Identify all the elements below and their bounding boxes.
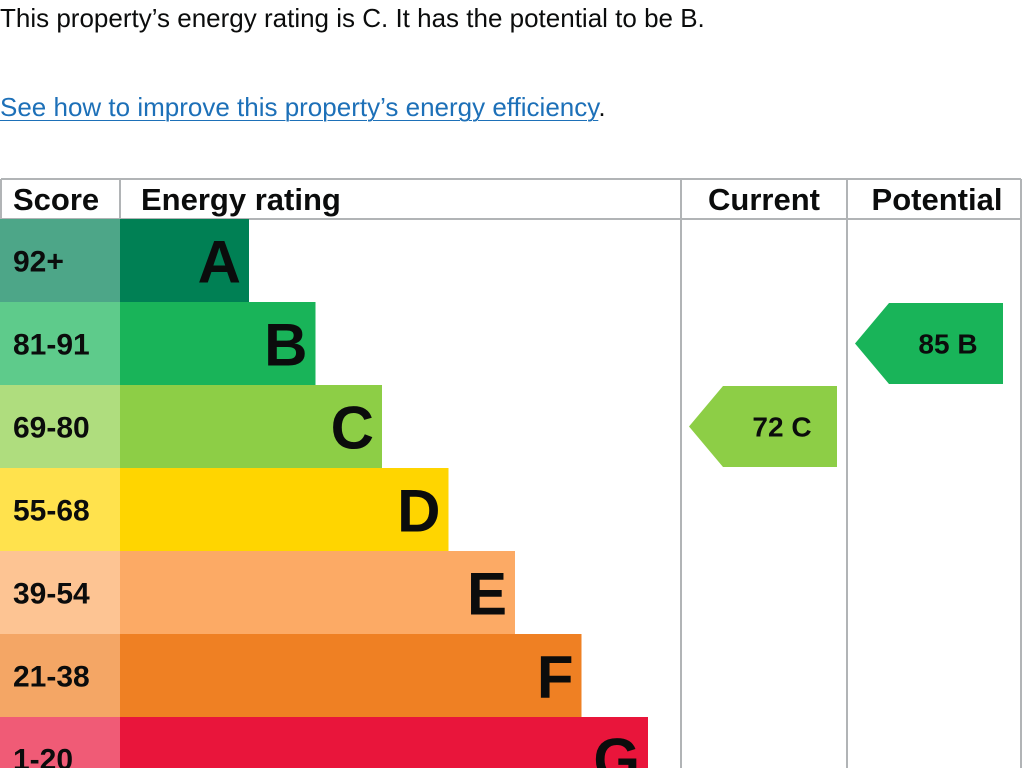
score-cell-b <box>0 302 120 385</box>
rating-bar-b <box>120 302 316 385</box>
current-rating-arrow <box>689 386 837 467</box>
rating-bands: 92+ A 81-91 B 69-80 C 55-68 D 39-54 E 21-38 F 1-20 G <box>0 219 648 768</box>
score-label-a: 92+ <box>13 246 64 279</box>
improve-efficiency-link[interactable]: See how to improve this property’s energ… <box>0 92 599 122</box>
rating-summary: This property’s energy rating is C. It h… <box>0 3 705 33</box>
rating-letter-b: B <box>264 312 307 379</box>
rating-indicators: 72 C 85 B <box>689 303 1003 467</box>
current-header: Current <box>708 182 820 217</box>
rating-letter-a: A <box>198 229 241 296</box>
rating-letter-e: E <box>467 561 507 628</box>
score-cell-c <box>0 385 120 468</box>
score-label-b: 81-91 <box>13 329 90 362</box>
rating-bar-f <box>120 634 582 717</box>
score-label-g: 1-20 <box>13 744 73 768</box>
rating-bar-a <box>120 219 249 302</box>
improve-link-suffix: . <box>598 92 606 122</box>
rating-bar-c <box>120 385 382 468</box>
score-label-d: 55-68 <box>13 495 90 528</box>
score-cell-e <box>0 551 120 634</box>
rating-bar-d <box>120 468 449 551</box>
rating-letter-g: G <box>593 727 640 768</box>
potential-header: Potential <box>872 182 1003 217</box>
score-cell-f <box>0 634 120 717</box>
score-label-f: 21-38 <box>13 661 90 694</box>
rating-bar-g <box>120 717 648 768</box>
current-rating-label: 72 C <box>752 412 811 443</box>
potential-rating-label: 85 B <box>918 329 977 360</box>
score-cell-d <box>0 468 120 551</box>
energy-rating-chart: Score Energy rating Current Potential 92+ A 8… <box>0 178 1022 768</box>
energy-rating-header: Energy rating <box>141 182 341 217</box>
rating-letter-c: C <box>331 395 374 462</box>
score-label-e: 39-54 <box>13 578 90 611</box>
score-cell-a <box>0 219 120 302</box>
potential-rating-arrow <box>855 303 1003 384</box>
improve-paragraph: See how to improve this property’s energ… <box>0 90 606 124</box>
rating-bar-e <box>120 551 515 634</box>
rating-letter-d: D <box>397 478 440 545</box>
score-header: Score <box>13 182 99 217</box>
score-cell-g <box>0 717 120 768</box>
rating-letter-f: F <box>537 644 574 711</box>
score-label-c: 69-80 <box>13 412 90 445</box>
chart-header-row: Score Energy rating Current Potential <box>13 182 1002 217</box>
